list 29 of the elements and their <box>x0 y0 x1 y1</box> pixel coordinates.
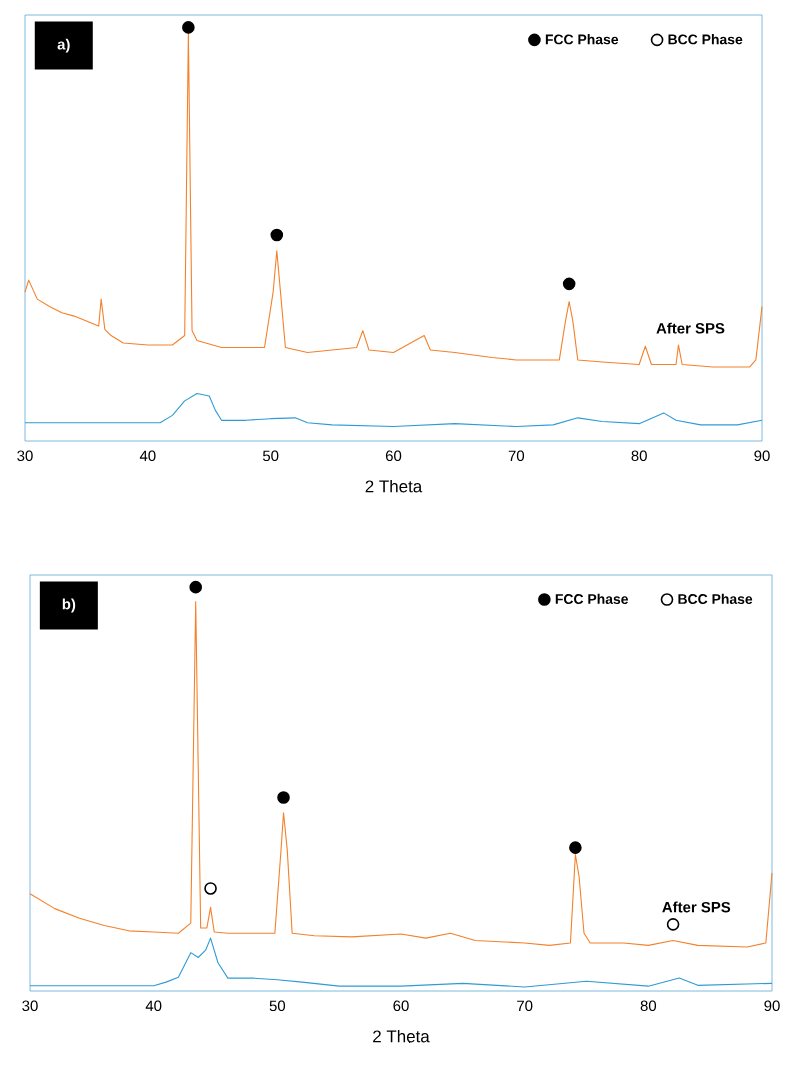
x-axis-title: 2 Theta <box>373 1029 430 1043</box>
annotation: b) <box>62 598 76 613</box>
x-tick-label: 60 <box>385 450 402 462</box>
annotation: After SPS <box>662 901 731 913</box>
x-tick-label: 40 <box>145 1000 162 1012</box>
x-tick-label: 80 <box>631 450 647 462</box>
x-tick-label: 50 <box>269 1000 286 1012</box>
point <box>204 882 217 895</box>
x-tick-label: 30 <box>17 450 33 462</box>
x-tick-label: 90 <box>754 450 770 462</box>
point <box>666 918 680 931</box>
point <box>189 580 203 594</box>
x-tick-label: 90 <box>764 1000 780 1012</box>
x-tick-label: 50 <box>262 450 279 462</box>
point <box>277 791 290 804</box>
point <box>569 841 582 854</box>
x-axis-title: 2 Theta <box>365 479 423 493</box>
x-tick-label: 70 <box>508 450 525 462</box>
legend-label: FCC Phase <box>555 593 629 604</box>
legend-label: FCC Phase <box>545 34 619 45</box>
annotation: After SPS <box>656 322 725 334</box>
x-tick-label: 40 <box>139 450 156 462</box>
x-tick-label: 30 <box>22 1000 38 1012</box>
annotation: a) <box>57 38 70 53</box>
legend-label: BCC Phase <box>678 593 753 604</box>
x-tick-label: 70 <box>517 1000 533 1012</box>
legend-label: BCC Phase <box>668 34 743 45</box>
x-tick-label: 80 <box>640 1000 657 1012</box>
x-tick-label: 60 <box>393 1000 409 1012</box>
